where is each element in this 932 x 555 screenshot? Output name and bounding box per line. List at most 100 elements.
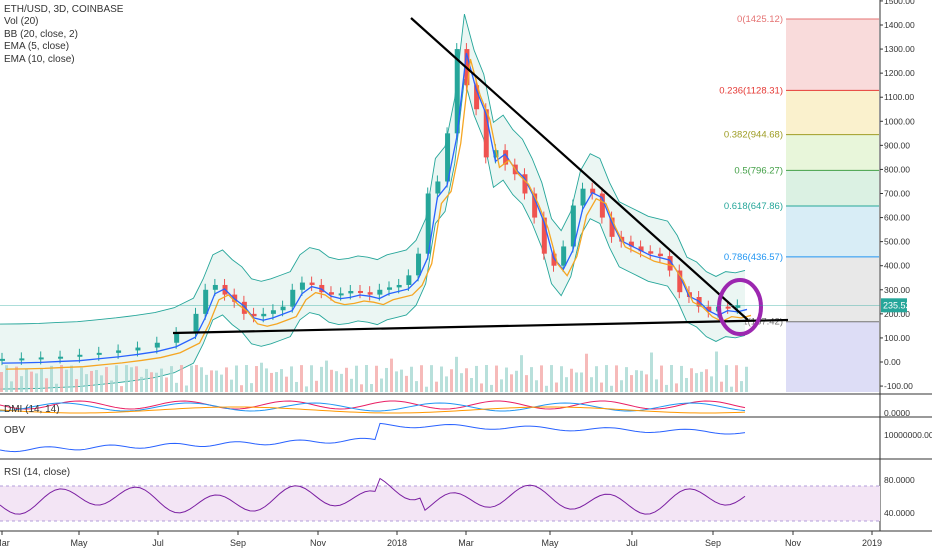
volume-bar bbox=[335, 371, 338, 392]
volume-bar bbox=[90, 370, 93, 392]
candle-body bbox=[648, 251, 654, 254]
volume-bar bbox=[450, 369, 453, 392]
bb-lower bbox=[0, 78, 746, 390]
candle-body bbox=[241, 301, 247, 314]
candle-body bbox=[0, 358, 5, 361]
y-tick-label: 1200.00 bbox=[884, 68, 915, 78]
volume-bar bbox=[100, 375, 103, 392]
dmi-plus-line bbox=[0, 400, 746, 410]
y-tick-label: 700.00 bbox=[884, 189, 910, 199]
y-tick-label: 100.00 bbox=[884, 333, 910, 343]
adx-line bbox=[0, 406, 746, 414]
y-tick-label: 1400.00 bbox=[884, 20, 915, 30]
volume-bar bbox=[470, 378, 473, 392]
candle-body bbox=[638, 246, 644, 252]
y-tick-label: 1000.00 bbox=[884, 116, 915, 126]
candle-body bbox=[590, 188, 596, 194]
candle-body bbox=[667, 256, 673, 271]
volume-bar bbox=[265, 368, 268, 392]
volume-bar bbox=[140, 376, 143, 392]
candle-body bbox=[628, 241, 634, 247]
candle-body bbox=[561, 246, 567, 266]
legend-vol[interactable]: Vol (20) bbox=[4, 16, 39, 28]
volume-bar bbox=[385, 367, 388, 392]
volume-bar bbox=[430, 365, 433, 392]
candle-body bbox=[725, 306, 731, 309]
volume-bar bbox=[415, 381, 418, 392]
volume-bar bbox=[250, 383, 253, 392]
candle-body bbox=[299, 282, 305, 290]
candle-body bbox=[657, 253, 663, 257]
volume-bar bbox=[0, 372, 3, 392]
candle-body bbox=[396, 284, 402, 288]
volume-bar bbox=[695, 373, 698, 392]
candle-body bbox=[551, 253, 557, 266]
candle-body bbox=[38, 357, 44, 360]
volume-bar bbox=[155, 372, 158, 392]
fib-zone bbox=[786, 321, 879, 392]
volume-bar bbox=[615, 365, 618, 392]
volume-bar bbox=[745, 366, 748, 392]
candle-body bbox=[357, 290, 363, 293]
volume-bar bbox=[360, 384, 363, 392]
volume-bar bbox=[375, 365, 378, 392]
volume-bar bbox=[280, 369, 283, 392]
fib-label: 0.786(436.57) bbox=[724, 252, 783, 263]
volume-bar bbox=[60, 365, 63, 392]
volume-bar bbox=[225, 367, 228, 392]
volume-bar bbox=[105, 366, 108, 392]
volume-bar bbox=[495, 365, 498, 392]
x-tick-label: May bbox=[541, 538, 559, 548]
rsi-label[interactable]: RSI (14, close) bbox=[4, 467, 71, 478]
volume-bar bbox=[70, 365, 73, 392]
volume-bar bbox=[255, 366, 258, 392]
volume-bar bbox=[595, 366, 598, 392]
volume-bar bbox=[635, 370, 638, 392]
volume-bar bbox=[125, 365, 128, 392]
dmi-label[interactable]: DMI (14, 14) bbox=[4, 404, 60, 415]
volume-bar bbox=[310, 365, 313, 392]
rsi-band bbox=[0, 486, 880, 521]
volume-bar bbox=[690, 368, 693, 392]
volume-bar bbox=[600, 382, 603, 392]
volume-bar bbox=[700, 371, 703, 392]
volume-bar bbox=[535, 380, 538, 392]
candle-body bbox=[570, 205, 576, 247]
volume-bar bbox=[25, 369, 28, 392]
volume-bar bbox=[460, 373, 463, 392]
volume-bar bbox=[285, 376, 288, 392]
volume-bar bbox=[400, 369, 403, 392]
volume-bar bbox=[625, 367, 628, 392]
candle-body bbox=[290, 289, 296, 307]
highlight-circle bbox=[717, 278, 763, 336]
candle-body bbox=[435, 181, 441, 194]
legend-bb[interactable]: BB (20, close, 2) bbox=[4, 28, 78, 40]
candle-body bbox=[309, 282, 315, 285]
volume-bar bbox=[645, 374, 648, 392]
obv-label[interactable]: OBV bbox=[4, 425, 26, 436]
legend-symbol[interactable]: ETH/USD, 3D, COINBASE bbox=[4, 4, 124, 15]
legend-ema5[interactable]: EMA (5, close) bbox=[4, 41, 70, 53]
volume-bar bbox=[320, 366, 323, 392]
dmi-minus-line bbox=[0, 402, 746, 412]
last-price-label: 235.53 bbox=[883, 300, 911, 310]
legend-ema10[interactable]: EMA (10, close) bbox=[4, 53, 75, 65]
candle-body bbox=[532, 193, 538, 218]
volume-bar bbox=[670, 365, 673, 392]
candle-body bbox=[599, 193, 605, 218]
volume-bar bbox=[10, 381, 13, 392]
candle-body bbox=[503, 150, 509, 165]
volume-bar bbox=[665, 384, 668, 392]
y-tick-label: 0.00 bbox=[884, 357, 901, 367]
candle-body bbox=[387, 287, 393, 290]
volume-bar bbox=[675, 383, 678, 392]
candle-body bbox=[135, 347, 141, 351]
ema5-line bbox=[1, 52, 748, 364]
x-tick-label: 2018 bbox=[387, 538, 407, 548]
y-tick-label: 1500.00 bbox=[884, 0, 915, 6]
volume-bar bbox=[715, 351, 718, 392]
volume-bar bbox=[650, 352, 653, 392]
candle-body bbox=[328, 292, 334, 295]
volume-bar bbox=[190, 365, 193, 392]
